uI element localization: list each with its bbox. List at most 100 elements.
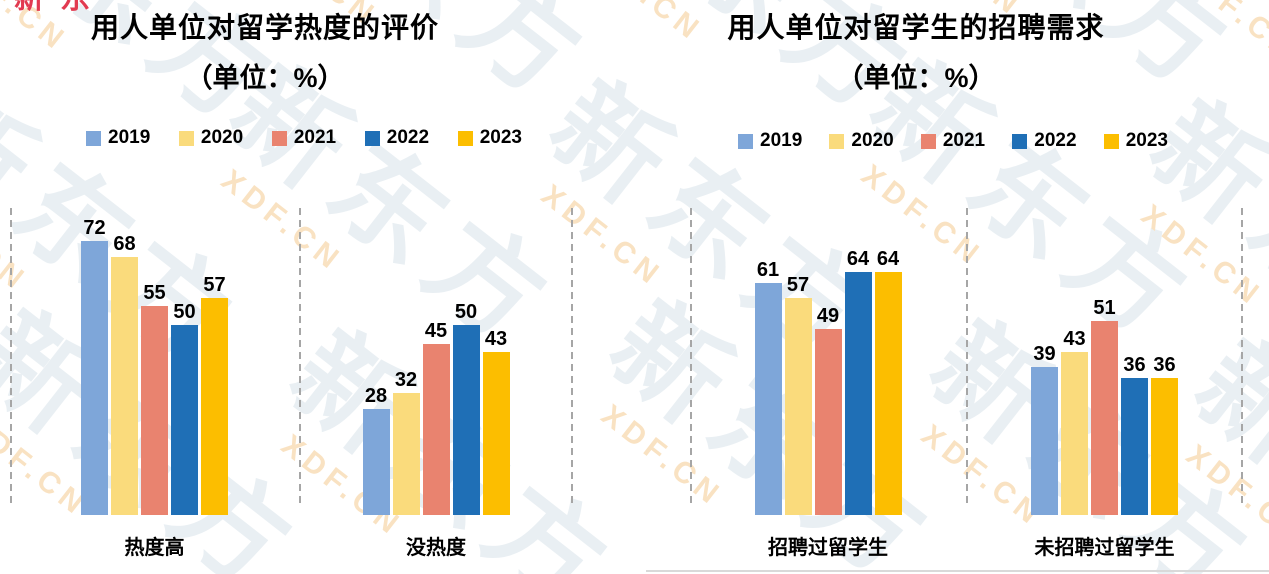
- bar-value-label: 36: [1153, 354, 1176, 377]
- legend-label: 2021: [942, 130, 986, 151]
- legend-label: 2023: [479, 127, 522, 148]
- bar-column: 57: [784, 274, 812, 515]
- bar-column: 51: [1091, 298, 1118, 515]
- bar-column: 43: [1061, 329, 1088, 515]
- bar-value-label: 57: [203, 274, 226, 297]
- bar-value-label: 43: [1063, 327, 1086, 350]
- legend-item-2023: 2023: [457, 127, 522, 149]
- bar-2021: [422, 344, 450, 515]
- chart-plot-area: 72 68 55 50 57 28 32 45 50 43: [10, 208, 573, 515]
- watermark-text-en: XDF.CN: [1170, 0, 1269, 69]
- dashed-separator-line: [571, 208, 573, 507]
- legend-label: 2021: [293, 127, 337, 148]
- category-label: 未招聘过留学生: [1034, 537, 1175, 559]
- bar-value-label: 57: [786, 274, 810, 297]
- bar-column: 43: [482, 327, 510, 515]
- bar-column: 61: [754, 259, 782, 515]
- legend-swatch-icon: [364, 130, 380, 146]
- bar-column: 57: [201, 275, 228, 515]
- legend-swatch-icon: [829, 133, 845, 149]
- bar-column: 36: [1121, 355, 1148, 515]
- bar-2020: [784, 298, 812, 515]
- chart-subtitle: （单位：%）: [185, 63, 345, 93]
- bar-column: 64: [874, 247, 902, 515]
- bar-2020: [1061, 351, 1088, 515]
- bar-value-label: 50: [173, 301, 196, 323]
- legend-item-2019: 2019: [86, 127, 150, 149]
- bar-2023: [201, 298, 228, 515]
- bar-value-label: 39: [1033, 342, 1056, 365]
- bar-column: 32: [392, 369, 420, 515]
- legend-swatch-icon: [738, 133, 753, 149]
- dashed-separator-line: [1241, 208, 1243, 507]
- bar-2022: [1121, 378, 1148, 515]
- dashed-separator-line: [690, 208, 692, 507]
- bar-value-label: 49: [816, 304, 840, 327]
- legend-item-2022: 2022: [364, 127, 430, 149]
- bar-column: 50: [452, 301, 480, 515]
- bar-2022: [844, 271, 872, 515]
- bar-2023: [482, 351, 510, 515]
- bar-value-label: 50: [454, 301, 478, 323]
- bar-value-label: 28: [364, 384, 388, 407]
- bar-value-label: 51: [1093, 297, 1116, 320]
- legend-swatch-icon: [86, 130, 101, 146]
- chart-category-axis: 热度高 没热度: [10, 531, 573, 560]
- chart-title: 用人单位对留学生的招聘需求: [727, 12, 1105, 43]
- bar-group-1: 61 57 49 64 64: [690, 249, 966, 515]
- bar-2022: [452, 325, 480, 515]
- legend-swatch-icon: [178, 130, 194, 146]
- bar-2021: [141, 306, 168, 515]
- legend-label: 2020: [200, 127, 244, 148]
- bar-value-label: 32: [394, 369, 418, 392]
- bar-value-label: 43: [484, 327, 508, 350]
- bar-column: 50: [171, 302, 198, 515]
- bar-column: 45: [422, 320, 450, 515]
- bar-group-2: 28 32 45 50 43: [299, 302, 573, 515]
- legend-swatch-icon: [920, 133, 936, 149]
- legend-swatch-icon: [1103, 133, 1119, 149]
- legend-label: 2022: [1034, 130, 1077, 151]
- legend-item-2019: 2019: [738, 130, 802, 152]
- bar-value-label: 64: [876, 247, 900, 270]
- divider-line: [646, 570, 1269, 572]
- bar-column: 39: [1031, 344, 1058, 515]
- legend-swatch-icon: [1012, 133, 1028, 149]
- legend-item-2022: 2022: [1012, 130, 1077, 152]
- legend-swatch-icon: [271, 130, 287, 146]
- bar-2020: [392, 393, 420, 515]
- category-label: 没热度: [406, 537, 466, 559]
- bar-column: 72: [81, 218, 108, 515]
- bar-2020: [111, 256, 138, 515]
- bar-column: 68: [111, 234, 138, 515]
- bar-column: 64: [844, 249, 872, 515]
- bar-2021: [814, 328, 842, 515]
- bar-value-label: 68: [113, 232, 136, 255]
- bar-2022: [171, 325, 198, 515]
- dashed-separator-line: [299, 208, 301, 507]
- watermark-text-cn: 新东方: [1164, 0, 1269, 162]
- chart-legend: 2019 2020 2021 2022 2023: [86, 127, 522, 149]
- bar-2019: [81, 241, 108, 515]
- bar-column: 55: [141, 283, 168, 515]
- bar-2019: [362, 408, 390, 515]
- bar-value-label: 61: [756, 259, 780, 282]
- legend-label: 2019: [108, 127, 151, 148]
- legend-item-2020: 2020: [178, 127, 244, 149]
- legend-item-2021: 2021: [271, 127, 337, 149]
- bar-column: 36: [1151, 355, 1178, 515]
- legend-item-2021: 2021: [920, 130, 986, 152]
- legend-label: 2019: [760, 130, 803, 151]
- bar-column: 49: [814, 304, 842, 515]
- legend-label: 2023: [1125, 130, 1168, 151]
- bar-value-label: 72: [83, 217, 106, 240]
- bar-group-1: 72 68 55 50 57: [10, 218, 299, 515]
- bar-2023: [874, 271, 902, 515]
- chart-category-axis: 招聘过留学生 未招聘过留学生: [690, 531, 1243, 560]
- bar-value-label: 45: [424, 320, 448, 342]
- legend-item-2023: 2023: [1103, 130, 1168, 152]
- chart-plot-area: 61 57 49 64 64 39 43 51 36 36: [690, 208, 1243, 515]
- legend-label: 2022: [386, 127, 430, 148]
